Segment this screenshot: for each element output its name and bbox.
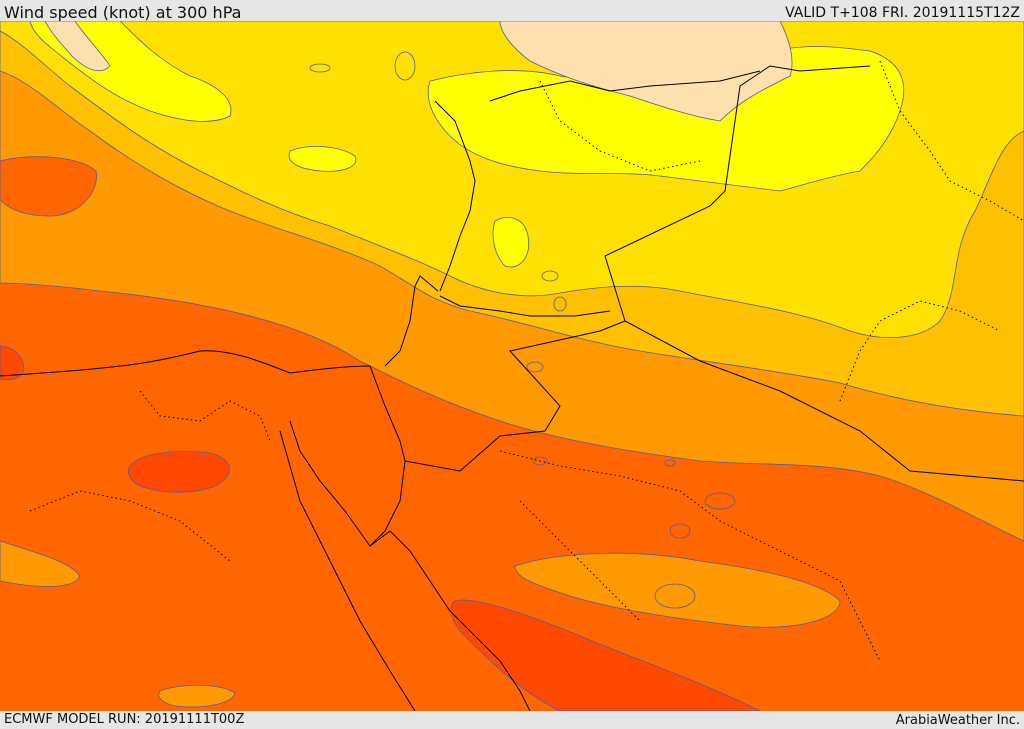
band-red-orange-redsea — [450, 599, 761, 711]
band-bright-yellow-levant — [492, 217, 530, 268]
footer-bar: ECMWF MODEL RUN: 20191111T00Z ArabiaWeat… — [0, 711, 1024, 729]
band-peach-northwest — [44, 21, 111, 72]
minor-contours — [309, 51, 736, 609]
valid-time-label: VALID T+108 FRI. 20191115T12Z — [785, 5, 1020, 21]
band-red-orange-west — [0, 345, 25, 381]
band-orange-pocket-3 — [158, 684, 236, 708]
chart-title: Wind speed (knot) at 300 hPa — [4, 3, 242, 22]
band-orange-pocket-2 — [514, 552, 841, 628]
band-peach-north — [499, 21, 793, 122]
title-bar: Wind speed (knot) at 300 hPa VALID T+108… — [0, 0, 1024, 22]
credit-label: ArabiaWeather Inc. — [895, 713, 1020, 728]
model-run-label: ECMWF MODEL RUN: 20191111T00Z — [4, 712, 245, 727]
wind-speed-map[interactable] — [0, 21, 1024, 711]
borders — [0, 65, 1024, 711]
band-red-orange-sinai — [128, 451, 230, 493]
internal-boundaries — [29, 60, 1024, 662]
band-bright-yellow-cyprus — [288, 146, 357, 172]
map-canvas — [0, 21, 1024, 711]
band-dark-orange-pocket — [0, 156, 97, 217]
band-orange-pocket-1 — [0, 540, 81, 587]
